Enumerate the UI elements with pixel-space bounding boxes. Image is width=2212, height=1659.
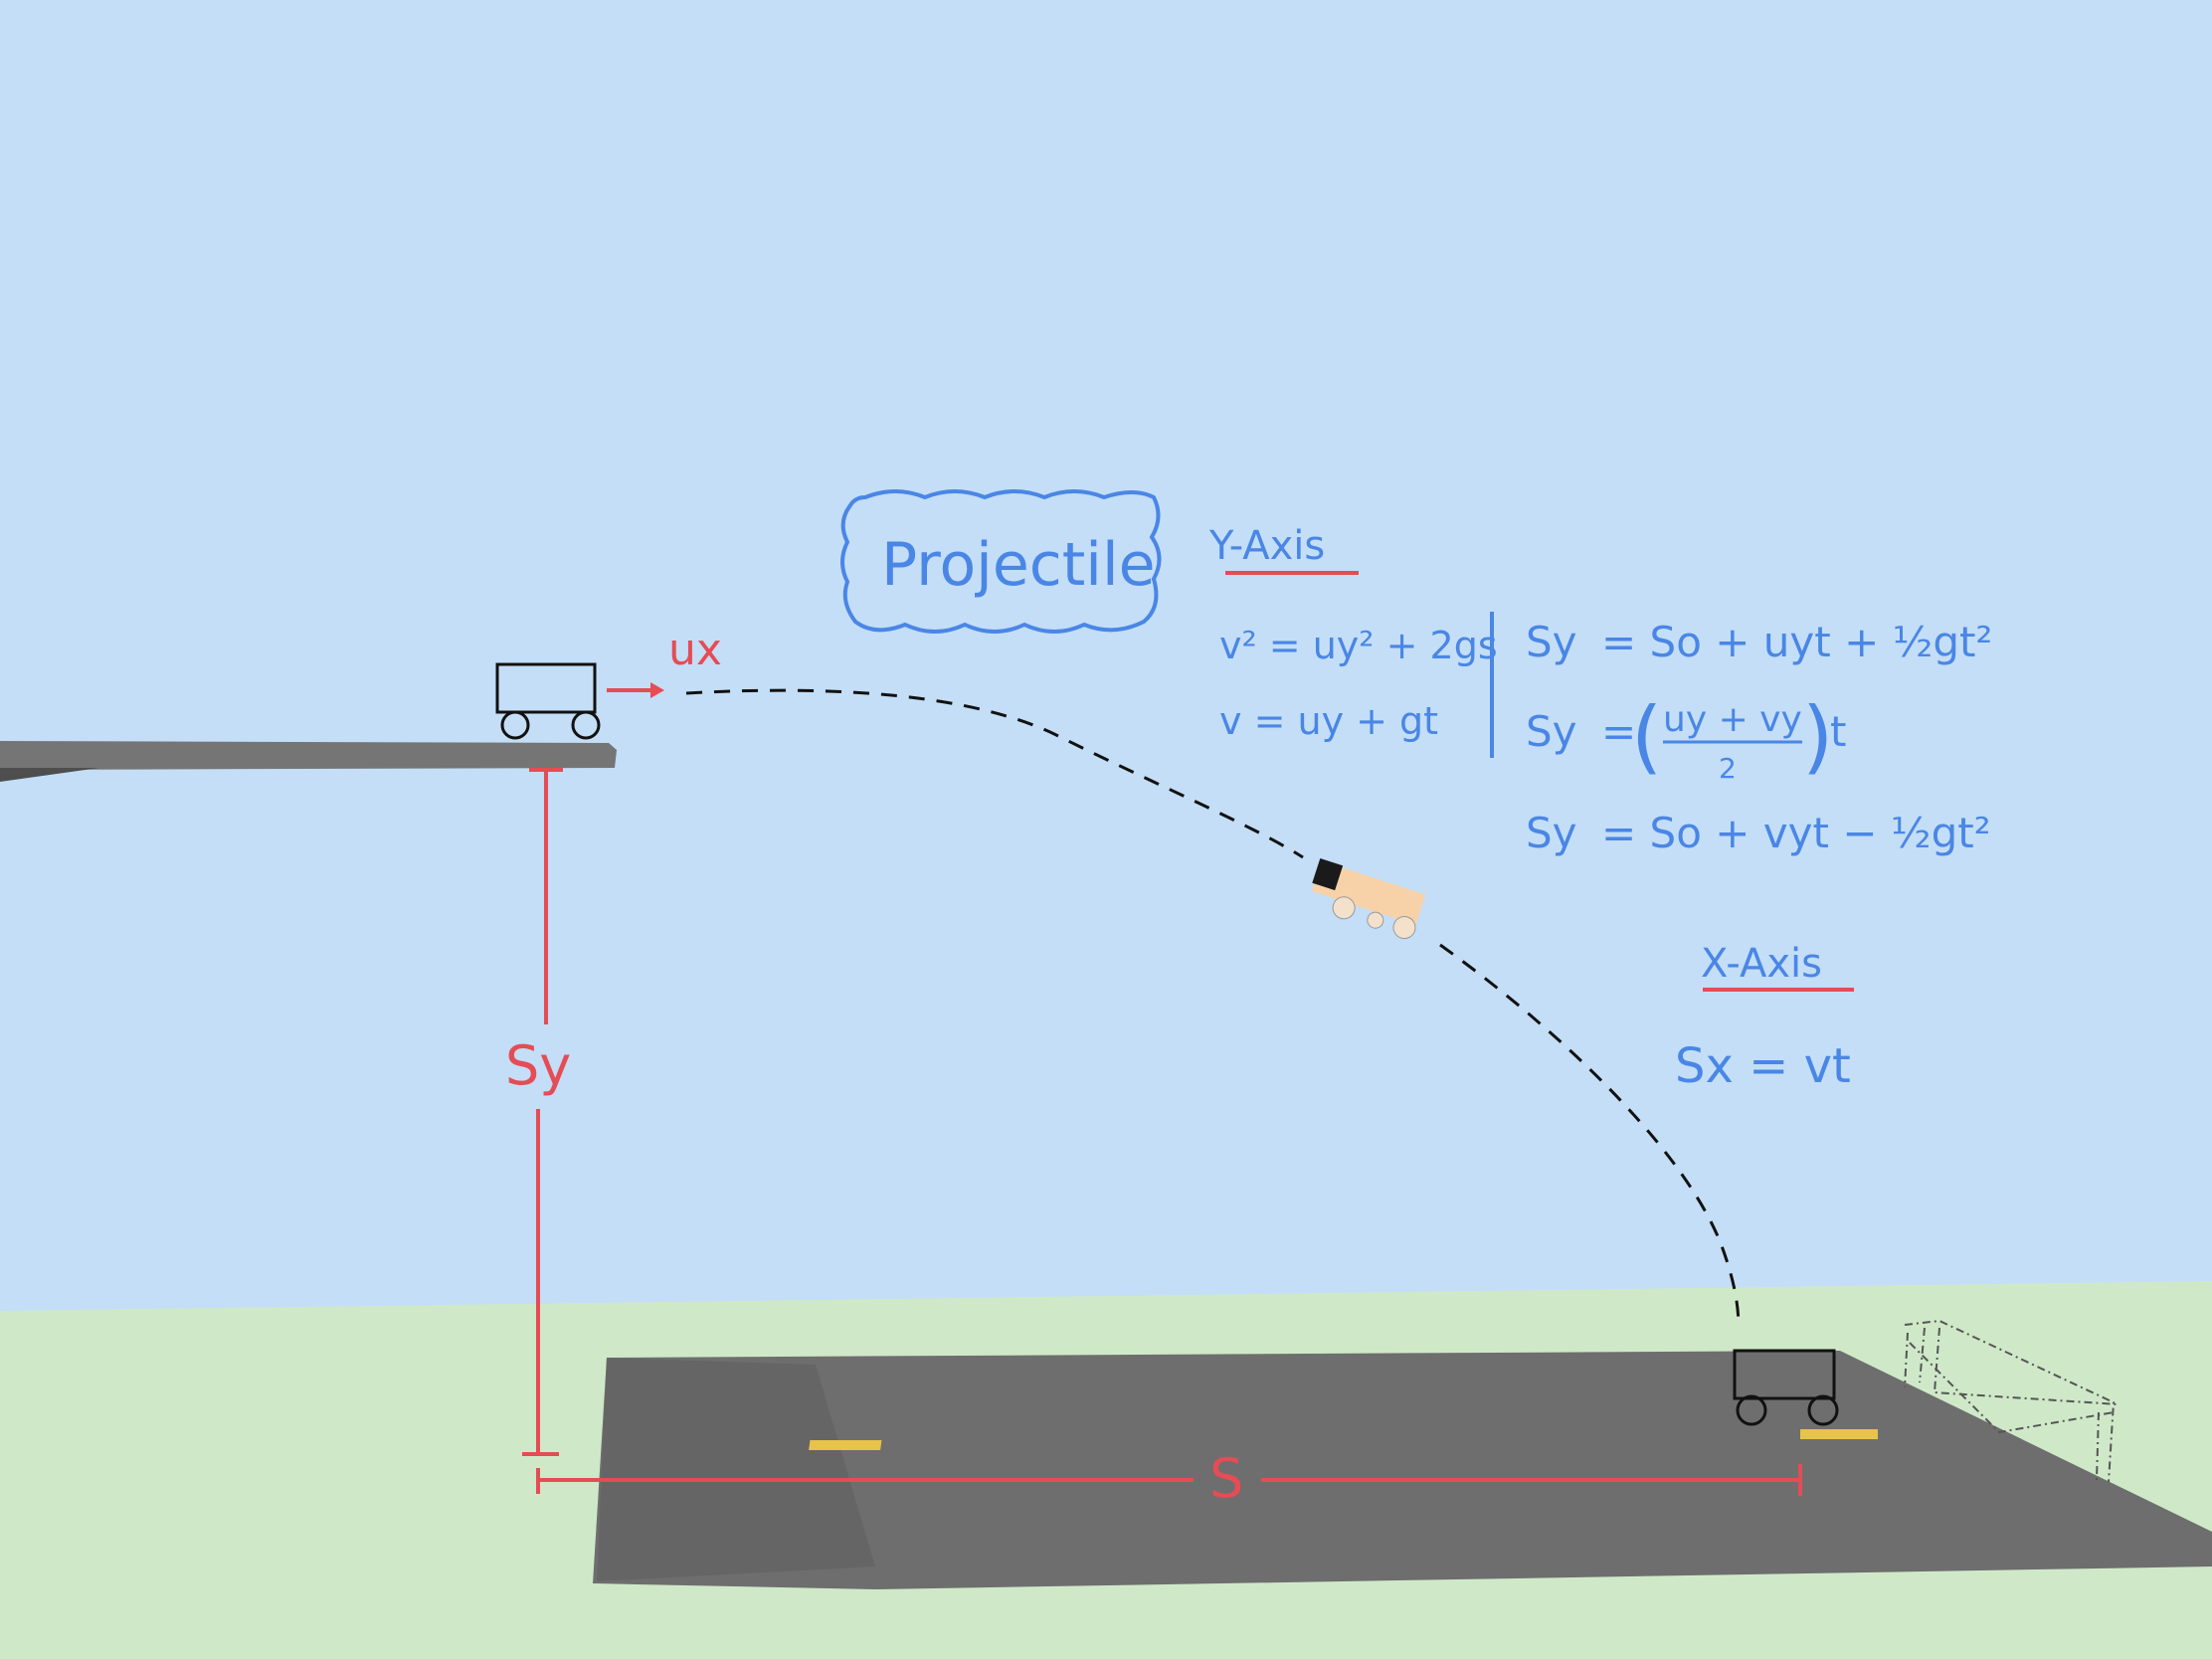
y-eq-left-2: v = uy + gt — [1219, 699, 1438, 743]
y-eq-right-3-lhs: Sy — [1526, 809, 1577, 857]
trajectory-path — [685, 688, 1304, 859]
cliff-shadow — [0, 768, 99, 782]
y-eq-right-2-suffix: t — [1830, 707, 1846, 756]
x-axis-heading: X-Axis — [1701, 941, 1822, 987]
sy-label: Sy — [505, 1034, 571, 1097]
title: Projectile — [881, 530, 1156, 600]
sy-dimension — [522, 768, 563, 1456]
s-label: S — [1209, 1447, 1243, 1510]
s-dimension — [536, 1464, 1802, 1496]
y-eq-right-2-paren-close: ) — [1802, 690, 1833, 783]
x-axis-equation: Sx = vt — [1675, 1038, 1851, 1094]
y-eq-right-2-denominator: 2 — [1719, 752, 1737, 785]
y-eq-right-3-rhs: = So + vyt − ½gt² — [1601, 809, 1991, 857]
landing-road — [593, 1351, 2212, 1589]
cart-start — [495, 662, 601, 740]
trajectory-path-lower — [1439, 943, 1741, 1329]
title-cloud — [840, 489, 1162, 634]
road-shade — [597, 1358, 875, 1581]
ux-arrow — [607, 682, 664, 698]
goal-frame-sketch — [1904, 1319, 2120, 1483]
y-eq-right-2-lhs: Sy — [1526, 707, 1577, 756]
y-eq-right-1-rhs: = So + uyt + ½gt² — [1601, 618, 1992, 666]
road-marking-right — [1800, 1429, 1878, 1439]
cart-landed — [1733, 1349, 1839, 1426]
y-axis-heading: Y-Axis — [1208, 523, 1325, 569]
road-marking-left — [809, 1440, 882, 1450]
y-eq-right-2-numerator: uy + vy — [1663, 699, 1802, 740]
y-eq-right-2-paren-open: ( — [1631, 690, 1662, 783]
ux-label: ux — [668, 625, 722, 675]
cliff-platform — [0, 741, 617, 770]
y-eq-right-2-equals: = — [1601, 707, 1636, 756]
cart-midair — [1311, 858, 1426, 940]
y-eq-right-1-lhs: Sy — [1526, 618, 1577, 666]
y-eq-left-1: v² = uy² + 2gs — [1219, 624, 1498, 667]
